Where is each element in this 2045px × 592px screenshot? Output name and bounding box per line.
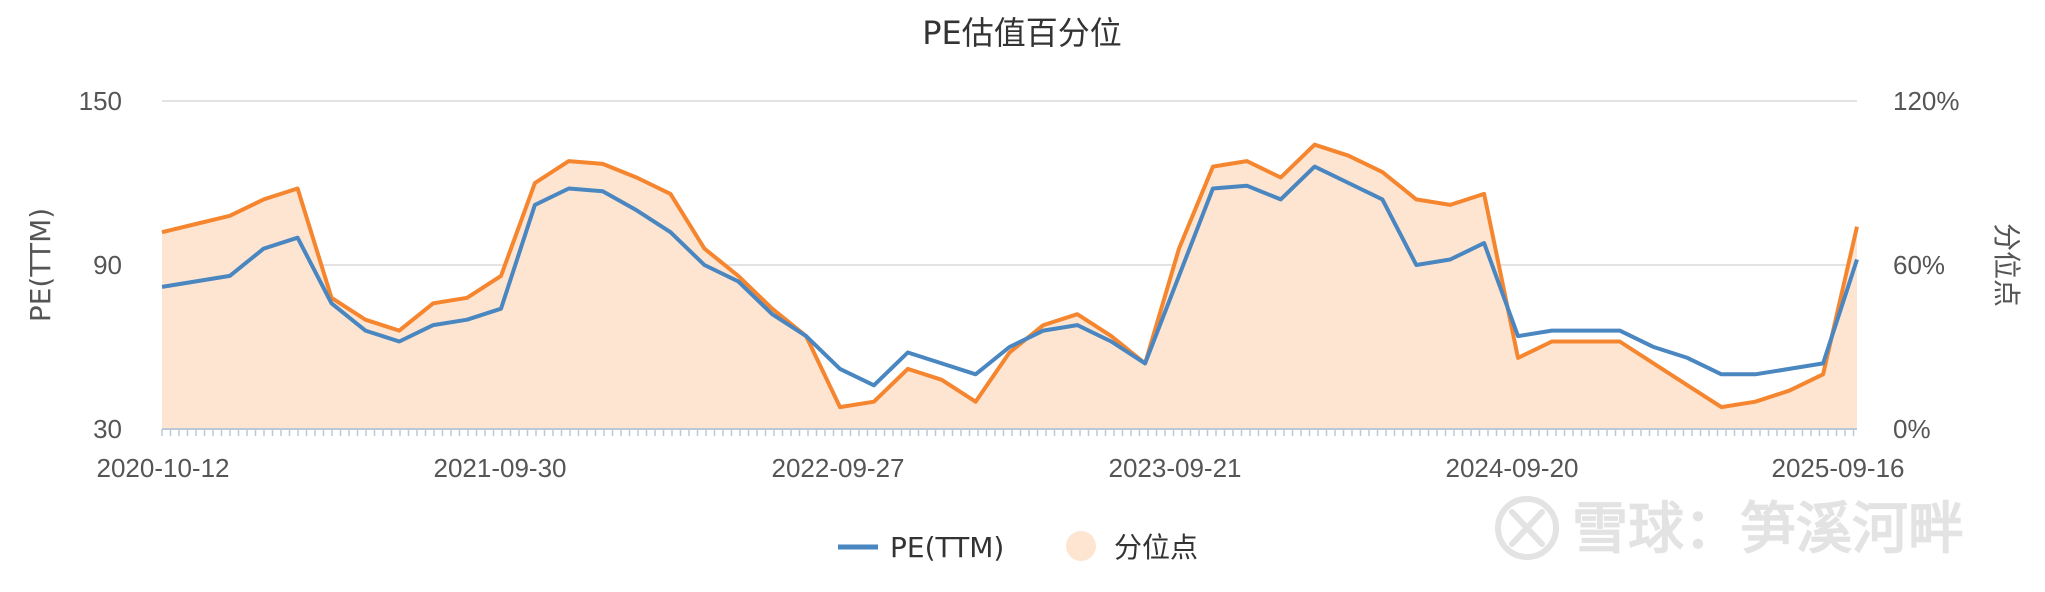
chart-title: PE估值百分位 xyxy=(922,14,1122,52)
y-left-tick-label: 150 xyxy=(79,86,122,116)
x-axis-tick-marks xyxy=(161,429,1855,436)
percentile-area xyxy=(162,144,1857,429)
legend-label-percentile: 分位点 xyxy=(1114,531,1198,564)
y-right-tick-label: 120% xyxy=(1893,86,1960,116)
watermark: 雪球：笋溪河畔 xyxy=(1495,496,1964,562)
x-tick-label: 2023-09-21 xyxy=(1109,453,1242,483)
y-right-axis-title: 分位点 xyxy=(1990,223,2023,307)
x-tick-label: 2020-10-12 xyxy=(97,453,230,483)
x-tick-label: 2024-09-20 xyxy=(1446,453,1579,483)
y-right-tick-label: 60% xyxy=(1893,250,1945,280)
legend-circle-icon xyxy=(1066,531,1096,561)
x-tick-labels: 2020-10-12 2021-09-30 2022-09-27 2023-09… xyxy=(97,453,1905,483)
x-tick-label: 2025-09-16 xyxy=(1772,453,1905,483)
legend: PE(TTM) 分位点 xyxy=(838,531,1198,564)
legend-item-pe[interactable]: PE(TTM) xyxy=(838,531,1004,564)
y-right-ticks: 120% 60% 0% xyxy=(1893,86,1960,444)
watermark-text: 雪球：笋溪河畔 xyxy=(1572,497,1964,562)
gridlines xyxy=(162,100,1857,266)
y-left-ticks: 150 90 30 xyxy=(79,86,122,444)
y-left-tick-label: 30 xyxy=(93,414,122,444)
legend-item-percentile[interactable]: 分位点 xyxy=(1066,531,1198,564)
legend-label-pe: PE(TTM) xyxy=(890,531,1004,564)
y-right-tick-label: 0% xyxy=(1893,414,1931,444)
x-tick-label: 2022-09-27 xyxy=(772,453,905,483)
pe-ttm-line xyxy=(161,164,1859,388)
percentile-line xyxy=(161,142,1859,410)
series-layer xyxy=(161,142,1859,429)
x-tick-label: 2021-09-30 xyxy=(434,453,567,483)
y-left-axis-title: PE(TTM) xyxy=(24,208,57,322)
snowball-logo-icon xyxy=(1495,496,1559,560)
y-left-tick-label: 90 xyxy=(93,250,122,280)
